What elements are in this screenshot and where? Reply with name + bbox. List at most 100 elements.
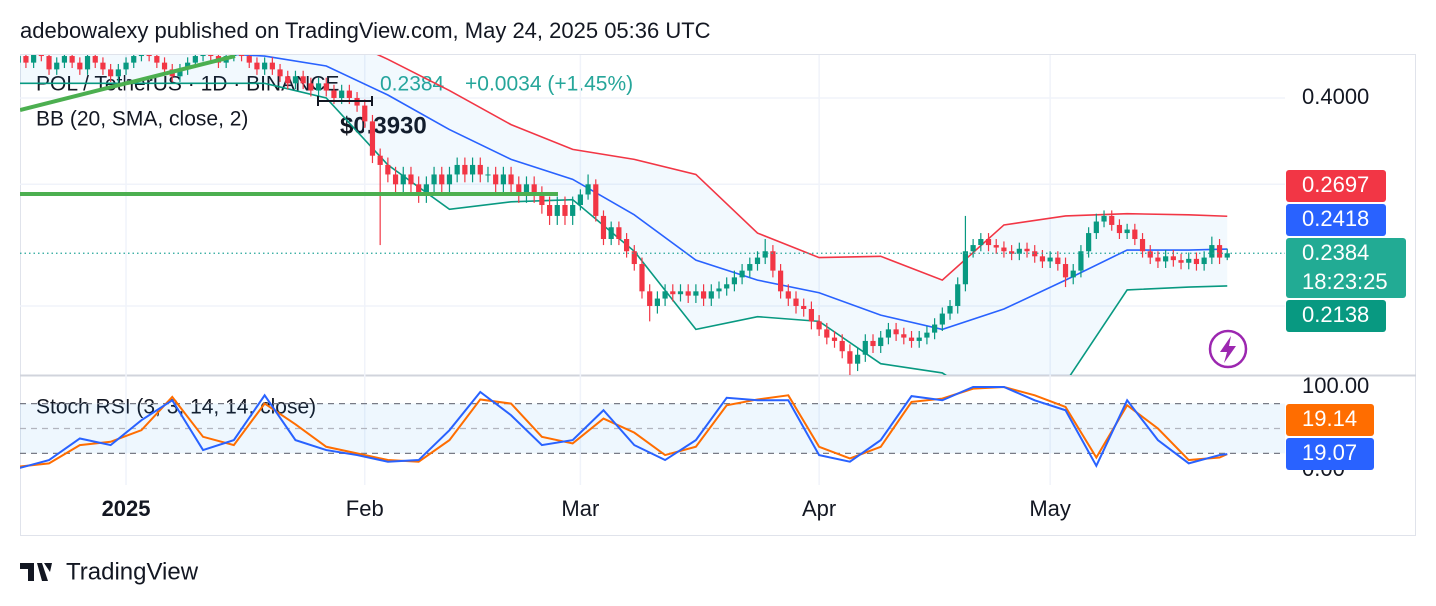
candle-body bbox=[862, 340, 868, 355]
candle-body bbox=[1062, 264, 1069, 278]
candle-body bbox=[1024, 248, 1030, 252]
candle-body bbox=[77, 62, 83, 70]
x-tick-label: Mar bbox=[561, 496, 599, 521]
candle-body bbox=[246, 56, 252, 63]
icon-bolt[interactable] bbox=[1220, 336, 1236, 363]
candle-body bbox=[508, 174, 514, 185]
candle-body bbox=[208, 55, 214, 57]
candle-body bbox=[454, 164, 460, 175]
candle-body bbox=[808, 308, 815, 322]
x-tick-label: 2025 bbox=[102, 496, 151, 521]
footer-brand: TradingView bbox=[66, 558, 199, 585]
candle-body bbox=[1163, 256, 1169, 262]
candle-body bbox=[346, 90, 352, 98]
candle-body bbox=[446, 174, 453, 185]
candle-body bbox=[192, 56, 198, 63]
candle-body bbox=[1101, 215, 1107, 222]
candle-body bbox=[46, 56, 52, 70]
candle-body bbox=[423, 184, 429, 195]
candle-body bbox=[292, 76, 299, 84]
candle-body bbox=[31, 55, 37, 63]
candle-body bbox=[985, 239, 992, 246]
candle-body bbox=[108, 69, 114, 77]
candle-body bbox=[793, 298, 799, 306]
candle-body bbox=[993, 245, 999, 248]
candle-body bbox=[631, 251, 637, 265]
candle-body bbox=[724, 284, 730, 289]
candle-body bbox=[855, 354, 861, 364]
candle-body bbox=[831, 337, 838, 341]
stoch-d bbox=[20, 385, 1228, 468]
candle-body bbox=[439, 174, 445, 185]
x-tick-label: May bbox=[1029, 496, 1071, 521]
candle-body bbox=[308, 83, 314, 91]
bb-upper bbox=[376, 55, 1228, 282]
stoch-k bbox=[20, 386, 1228, 469]
candle-body bbox=[1201, 257, 1207, 265]
candle-body bbox=[647, 291, 653, 306]
candle-body bbox=[700, 291, 707, 299]
candle-body bbox=[562, 205, 568, 216]
candle-body bbox=[1078, 251, 1084, 271]
candle-body bbox=[123, 62, 129, 70]
candle-body bbox=[516, 184, 522, 195]
chart-frame bbox=[20, 54, 1416, 536]
candle-body bbox=[608, 227, 614, 240]
candle-body bbox=[1116, 224, 1123, 234]
x-tick-label: Apr bbox=[802, 496, 836, 521]
candle-body bbox=[1139, 239, 1146, 252]
bb-basis bbox=[229, 55, 1228, 331]
candle-body bbox=[546, 205, 553, 216]
stoch-tick-label: 100.00 bbox=[1302, 373, 1369, 398]
candle-body bbox=[1055, 257, 1061, 265]
x-tick-label: Feb bbox=[346, 496, 384, 521]
candle-body bbox=[577, 194, 583, 206]
candle-body bbox=[100, 62, 106, 70]
candle-body bbox=[92, 56, 98, 63]
candle-body bbox=[531, 184, 537, 195]
stoch-k-badge-box bbox=[1286, 438, 1374, 470]
replay-icon[interactable] bbox=[1208, 329, 1248, 369]
stoch-d-badge-box bbox=[1286, 404, 1374, 436]
candle-body bbox=[901, 334, 907, 338]
candle-body bbox=[639, 264, 645, 292]
candle-body bbox=[262, 62, 268, 70]
candle-body bbox=[1178, 260, 1184, 263]
candle-body bbox=[131, 56, 137, 63]
candle-body bbox=[693, 291, 699, 296]
candle-body bbox=[554, 205, 560, 216]
candle-body bbox=[377, 155, 383, 165]
candle-body bbox=[570, 205, 576, 216]
candle-body bbox=[539, 194, 545, 206]
candle-body bbox=[716, 288, 722, 292]
candle-body bbox=[762, 251, 768, 258]
candle-body bbox=[462, 164, 468, 175]
candle-body bbox=[754, 257, 761, 265]
candle-body bbox=[254, 62, 260, 70]
candle-body bbox=[1047, 257, 1053, 262]
candle-body bbox=[670, 291, 676, 295]
candle-body bbox=[277, 69, 283, 77]
candle-body bbox=[916, 337, 922, 341]
candle-body bbox=[947, 305, 953, 314]
candle-body bbox=[1170, 256, 1176, 261]
candle-body bbox=[1032, 251, 1038, 257]
bb-lower-badge: 0.2138 bbox=[1302, 302, 1369, 327]
candle-body bbox=[747, 264, 753, 271]
candle-body bbox=[500, 174, 506, 185]
candle-body bbox=[469, 164, 476, 175]
candle-body bbox=[61, 56, 68, 63]
candle-body bbox=[739, 270, 745, 278]
y-tick-label: 0.4000 bbox=[1302, 84, 1369, 109]
candle-body bbox=[161, 62, 168, 70]
candle-body bbox=[770, 251, 776, 271]
footer-logo: TradingView bbox=[20, 558, 199, 585]
candle-body bbox=[200, 55, 206, 57]
candle-body bbox=[493, 174, 499, 185]
candle-body bbox=[932, 324, 938, 333]
candle-body bbox=[1086, 233, 1092, 252]
candle-body bbox=[392, 174, 399, 185]
candle-body bbox=[1209, 245, 1215, 258]
candle-body bbox=[1039, 256, 1046, 262]
candle-body bbox=[839, 340, 845, 352]
